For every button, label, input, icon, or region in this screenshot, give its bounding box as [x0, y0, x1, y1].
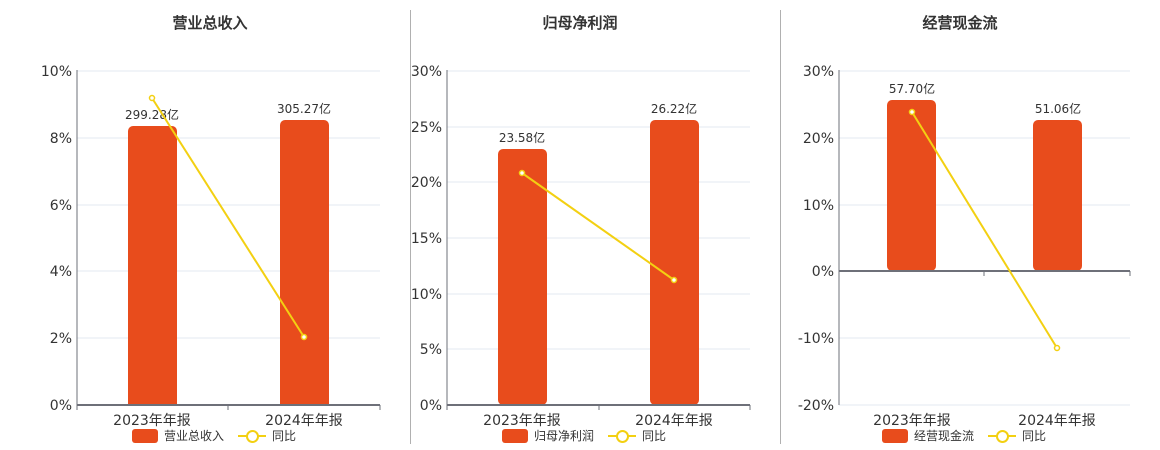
- svg-text:25%: 25%: [411, 120, 442, 136]
- svg-text:2%: 2%: [50, 331, 72, 347]
- panel-divider: [410, 10, 411, 444]
- svg-text:4%: 4%: [50, 264, 72, 280]
- svg-text:2023年年报: 2023年年报: [113, 413, 191, 429]
- legend-bar-swatch: [502, 428, 528, 443]
- svg-text:2024年年报: 2024年年报: [635, 413, 713, 429]
- svg-text:57.70亿: 57.70亿: [889, 81, 935, 96]
- y-axis-ticks: 10% 8% 6% 4% 2% 0%: [41, 64, 72, 414]
- svg-text:20%: 20%: [803, 131, 834, 147]
- svg-text:2023年年报: 2023年年报: [873, 413, 951, 429]
- chart-title-cash-flow: 经营现金流: [922, 14, 998, 32]
- bar-label: 305.27亿: [277, 101, 331, 116]
- svg-text:30%: 30%: [411, 64, 442, 80]
- svg-text:26.22亿: 26.22亿: [651, 101, 697, 116]
- svg-text:20%: 20%: [411, 175, 442, 191]
- legend-revenue[interactable]: 营业总收入 同比: [132, 427, 296, 444]
- svg-text:10%: 10%: [411, 287, 442, 303]
- svg-text:10%: 10%: [41, 64, 72, 80]
- legend-line-swatch: [608, 429, 637, 443]
- legend-line-swatch: [238, 429, 267, 443]
- svg-text:2023年年报: 2023年年报: [483, 413, 561, 429]
- legend-bar-swatch: [882, 428, 908, 443]
- legend-line-swatch: [988, 429, 1017, 443]
- legend-bar-swatch: [132, 428, 158, 443]
- svg-text:0%: 0%: [50, 398, 72, 414]
- svg-text:10%: 10%: [803, 198, 834, 214]
- svg-text:23.58亿: 23.58亿: [499, 130, 545, 145]
- panel-divider: [780, 10, 781, 444]
- bar-2024: [280, 120, 329, 405]
- chart-title-revenue: 营业总收入: [172, 14, 248, 32]
- svg-text:2024年年报: 2024年年报: [1018, 413, 1096, 429]
- svg-text:6%: 6%: [50, 198, 72, 214]
- svg-text:15%: 15%: [411, 231, 442, 247]
- svg-text:0%: 0%: [420, 398, 442, 414]
- grid-lines: [77, 70, 380, 339]
- svg-text:-20%: -20%: [798, 398, 834, 414]
- bar-2023: [128, 126, 177, 405]
- legend-cash-flow[interactable]: 经营现金流 同比: [882, 427, 1046, 444]
- chart-title-net-profit: 归母净利润: [542, 14, 618, 32]
- svg-text:-10%: -10%: [798, 331, 834, 347]
- svg-text:0%: 0%: [812, 264, 834, 280]
- svg-text:2024年年报: 2024年年报: [265, 413, 343, 429]
- svg-text:5%: 5%: [420, 342, 442, 358]
- svg-text:51.06亿: 51.06亿: [1035, 101, 1081, 116]
- legend-net-profit[interactable]: 归母净利润 同比: [502, 427, 666, 444]
- yoy-line: [151, 97, 305, 338]
- svg-text:8%: 8%: [50, 131, 72, 147]
- svg-text:30%: 30%: [803, 64, 834, 80]
